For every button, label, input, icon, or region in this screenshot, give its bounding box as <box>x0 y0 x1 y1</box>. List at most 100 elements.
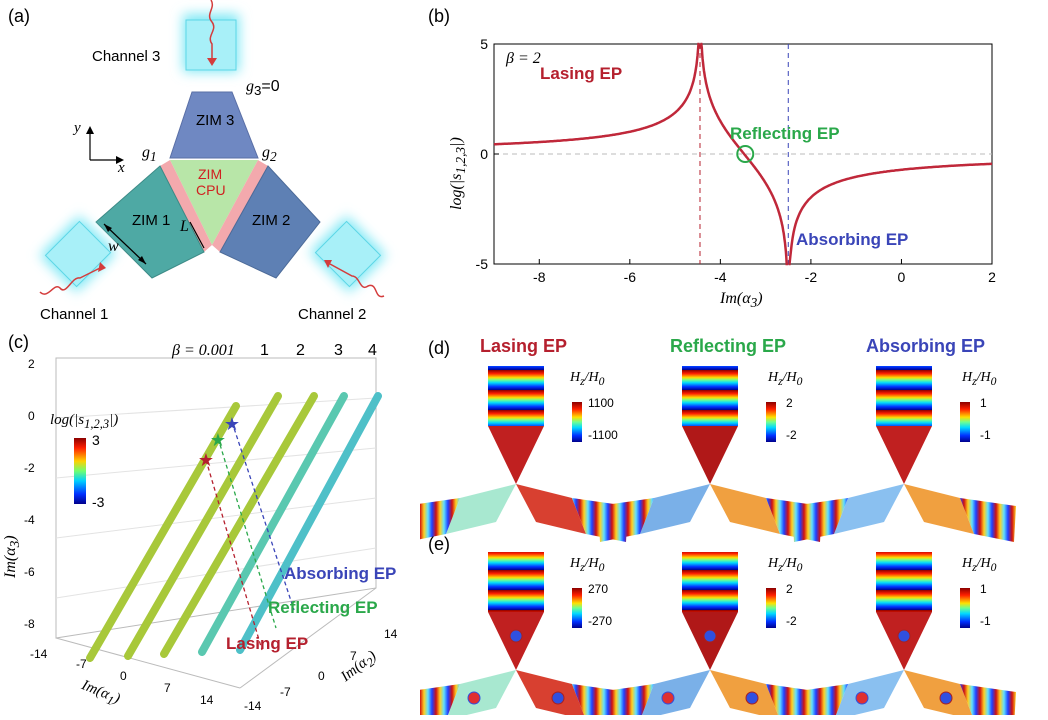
field-colorbar <box>766 588 776 628</box>
x-tick-label: -4 <box>714 269 727 285</box>
top-dot-marker <box>703 629 717 643</box>
zim2-label: ZIM 2 <box>252 212 291 229</box>
L-label: L <box>180 218 189 235</box>
field-map-d-2 <box>598 366 822 542</box>
top-dot-marker <box>509 629 523 643</box>
g1-label: g1 <box>142 144 157 165</box>
y-tick-label: 0 <box>480 146 488 162</box>
panel-c-cb-min: -3 <box>92 494 105 510</box>
field-colorbar <box>960 402 970 442</box>
axis-x-label: x <box>118 160 125 176</box>
left-zim-field <box>446 484 516 534</box>
d-cb1-max: 1100 <box>588 396 614 410</box>
right-zim-field <box>710 484 780 534</box>
tube-beta-2 <box>160 392 318 658</box>
panel-d-col-absorbing: Absorbing EP <box>866 336 986 356</box>
reflecting-star-icon: ★ <box>210 430 226 450</box>
curve-left-branch <box>493 42 700 146</box>
x1-tick: 7 <box>164 681 171 695</box>
y-tick-label: -5 <box>476 256 489 272</box>
curve-right-branch <box>788 162 993 266</box>
left-waveguide-field <box>598 684 654 720</box>
left-waveguide-field <box>598 498 654 542</box>
x1-tick: -7 <box>76 657 87 671</box>
tube-beta-4 <box>236 392 382 654</box>
left-waveguide-field <box>792 498 848 542</box>
top-waveguide-field <box>876 552 932 612</box>
e-cb1-min: -270 <box>588 614 613 628</box>
cpu-region <box>170 160 258 245</box>
panel-c-absorbing-label: Absorbing EP <box>284 564 397 583</box>
channel3-label: Channel 3 <box>92 48 161 65</box>
L-arrow <box>189 221 205 249</box>
beta-4-label: 4 <box>368 342 377 359</box>
top-dot-marker <box>897 629 911 643</box>
left-waveguide-field <box>792 684 848 720</box>
panel-c: ★ ★ ★ 2 0 -2 -4 -6 -8 -14 - <box>0 332 420 715</box>
left-zim-field <box>834 670 904 720</box>
d-cb1-min: -1100 <box>588 428 618 442</box>
left-zim-field <box>640 670 710 720</box>
panel-b-ylabel: log(|s1,2,3|) <box>448 137 469 210</box>
absorbing-ep-dashed-line <box>231 421 295 611</box>
panel-c-cb-max: 3 <box>92 432 100 448</box>
d-cb3-max: 1 <box>980 396 987 410</box>
top-waveguide-field <box>876 366 932 426</box>
x2-tick: 0 <box>318 669 325 683</box>
panel-c-x1-ticks: -14 -7 0 7 14 <box>30 647 214 707</box>
channel2-wave-icon <box>329 263 385 298</box>
panel-c-cb-title: log(|s1,2,3|) <box>50 412 119 431</box>
top-waveguide-field <box>682 552 738 612</box>
e-cb3-label: Hz/H0 <box>962 556 997 574</box>
right-zim-field <box>904 484 974 534</box>
panel-c-tubes <box>86 392 382 662</box>
reflecting-ep-label: Reflecting EP <box>730 124 840 143</box>
left-zim-field <box>446 670 516 720</box>
w-label: w <box>108 238 119 255</box>
panel-de: (d) (e) Lasing EP Reflecting EP Absorbin… <box>404 330 1048 720</box>
panel-c-label: (c) <box>8 332 29 352</box>
lasing-ep-label: Lasing EP <box>540 64 623 83</box>
beta-1-label: 1 <box>260 342 269 359</box>
left-zim-field <box>834 484 904 534</box>
absorbing-ep-label: Absorbing EP <box>796 230 909 249</box>
d-cb2-min: -2 <box>786 428 797 442</box>
top-waveguide-field <box>682 366 738 426</box>
panel-e-label: (e) <box>428 534 450 554</box>
e-cb3-min: -1 <box>980 614 991 628</box>
z-tick: -8 <box>24 617 35 631</box>
field-colorbar <box>960 588 970 628</box>
zim3-region <box>169 91 259 159</box>
panel-d-col-lasing: Lasing EP <box>480 336 568 356</box>
x-tick-label: -2 <box>805 269 818 285</box>
cpu-label-2: CPU <box>196 182 226 198</box>
x1-tick: 14 <box>200 693 214 707</box>
right-dot-marker <box>939 691 953 705</box>
left-dot-marker <box>467 691 481 705</box>
lasing-ep-dashed-line <box>205 459 263 651</box>
panel-b-xlabel: Im(α3) <box>720 290 763 311</box>
reflecting-ep-dashed-line <box>217 437 277 629</box>
tube-beta-1 <box>124 392 282 660</box>
field-map-d-1 <box>404 366 628 542</box>
axis-y-label: y <box>74 120 81 136</box>
panel-b: (b) -8 -6 -4 -2 0 2 5 0 -5 β = 2 Lasing EP Refle… <box>420 0 1048 320</box>
x1-tick: -14 <box>30 647 48 661</box>
zim1-label: ZIM 1 <box>132 212 171 229</box>
right-waveguide-field <box>960 498 1016 542</box>
panel-c-colorbar <box>74 438 86 504</box>
curve-middle-branch <box>700 42 788 266</box>
left-zim-field <box>640 484 710 534</box>
panel-c-z-ticks: 2 0 -2 -4 -6 -8 <box>24 357 35 631</box>
top-zim-field <box>488 426 544 484</box>
beta-2-label: 2 <box>296 342 305 359</box>
right-zim-field <box>516 670 586 720</box>
e-cb3-max: 1 <box>980 582 987 596</box>
panel-b-chart: -8 -6 -4 -2 0 2 5 0 -5 <box>476 36 997 285</box>
zim3-label: ZIM 3 <box>196 112 235 129</box>
panel-c-zlabel: Im(α3) <box>2 535 23 578</box>
zim2-region <box>219 165 321 279</box>
x-tick-label: 0 <box>898 269 906 285</box>
cpu-label-1: ZIM <box>198 166 223 182</box>
top-waveguide-field <box>488 366 544 426</box>
